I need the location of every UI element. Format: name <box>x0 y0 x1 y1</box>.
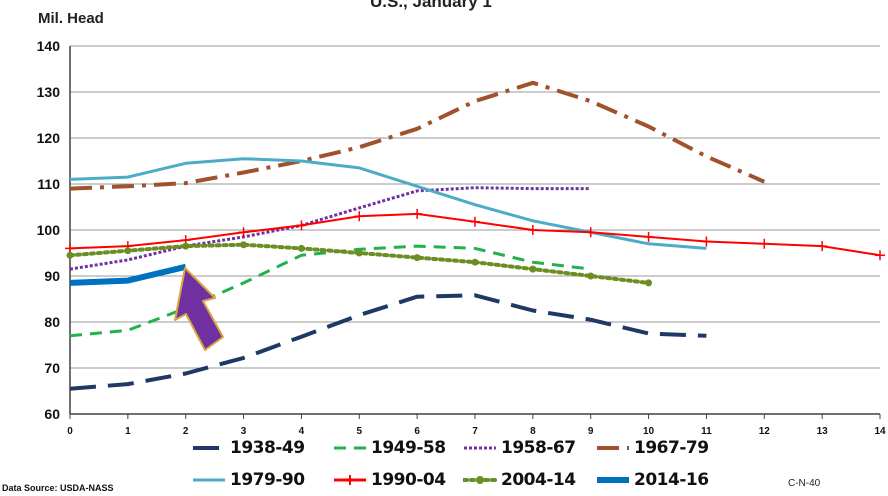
series-2014-16 <box>69 263 187 286</box>
point-1990-04 <box>875 250 885 261</box>
legend-label: 2014-16 <box>634 470 709 490</box>
point-2004-14 <box>297 244 305 252</box>
legend-swatch <box>463 476 497 484</box>
legend-swatch <box>193 446 225 450</box>
point-2004-14 <box>413 254 421 262</box>
point-2004-14 <box>587 272 595 280</box>
point-1990-04 <box>585 227 596 238</box>
chart-title: U.S., January 1 <box>370 0 492 11</box>
legend-item-1979-90: 1979-90 <box>192 469 305 491</box>
point-2004-14 <box>529 265 537 273</box>
y-tick-label: 110 <box>37 176 60 192</box>
y-tick-label: 120 <box>37 130 61 146</box>
line-1949-58 <box>69 244 591 338</box>
line-1958-67 <box>69 186 591 271</box>
y-axis-ticks: 60 70 80 90 100 110 120 130 140 <box>37 38 61 422</box>
point-1990-04 <box>759 238 770 249</box>
x-tick-label: 14 <box>874 426 886 437</box>
legend-label: 1967-79 <box>634 438 709 458</box>
legend-item-1967-79: 1967-79 <box>596 437 709 459</box>
point-1990-04 <box>354 211 365 222</box>
point-2004-14 <box>66 251 74 259</box>
legend-item-1990-04: 1990-04 <box>333 469 446 491</box>
x-tick-label: 4 <box>299 426 305 437</box>
x-tick-label: 0 <box>67 426 73 437</box>
arrow-annotation <box>174 267 224 351</box>
legend-swatch <box>193 478 225 482</box>
series-1967-79 <box>69 80 766 191</box>
line-1979-90 <box>69 157 707 250</box>
point-1990-04 <box>643 231 654 242</box>
series-1958-67 <box>69 186 591 271</box>
point-2004-14 <box>355 249 363 257</box>
legend-label: 2004-14 <box>501 470 576 490</box>
legend-swatch <box>464 446 496 450</box>
x-tick-label: 13 <box>817 426 829 437</box>
x-tick-label: 3 <box>241 426 247 437</box>
point-2004-14 <box>645 279 653 287</box>
point-1990-04 <box>238 227 249 238</box>
y-tick-label: 100 <box>37 222 61 238</box>
legend-item-1949-58: 1949-58 <box>333 437 446 459</box>
point-1990-04 <box>527 225 538 235</box>
point-2004-14 <box>471 258 479 266</box>
line-1967-79 <box>69 80 766 191</box>
y-tick-label: 140 <box>37 38 61 54</box>
chart-code: C-N-40 <box>788 478 821 489</box>
x-tick-label: 8 <box>530 426 536 437</box>
point-1990-04 <box>470 216 480 227</box>
y-tick-label: 130 <box>37 84 61 100</box>
x-tick-label: 7 <box>472 426 478 437</box>
y-tick-label: 60 <box>44 406 60 422</box>
point-1990-04 <box>65 243 75 254</box>
y-axis-label: Mil. Head <box>38 10 104 27</box>
x-tick-label: 12 <box>759 426 771 437</box>
point-1990-04 <box>701 236 712 247</box>
line-1938-49 <box>69 293 707 391</box>
legend-label: 1958-67 <box>501 438 576 458</box>
legend-item-1938-49: 1938-49 <box>192 437 305 459</box>
legend-label: 1979-90 <box>230 470 305 490</box>
legend-label: 1949-58 <box>371 438 446 458</box>
x-tick-label: 10 <box>643 426 655 437</box>
x-tick-label: 5 <box>357 426 363 437</box>
x-tick-label: 9 <box>588 426 594 437</box>
legend-swatch <box>334 446 366 450</box>
legend-item-2004-14: 2004-14 <box>463 469 576 491</box>
point-2004-14 <box>240 241 248 249</box>
x-tick-label: 1 <box>125 426 131 437</box>
x-axis-ticks: 0 1 2 3 4 5 6 7 8 9 10 11 12 13 14 <box>67 414 886 437</box>
legend-item-2014-16: 2014-16 <box>596 469 709 491</box>
x-tick-label: 2 <box>183 426 189 437</box>
point-1990-04 <box>296 220 307 231</box>
y-tick-label: 70 <box>44 360 60 376</box>
series-lines <box>65 80 885 391</box>
x-tick-label: 11 <box>701 426 712 437</box>
legend-item-1958-67: 1958-67 <box>463 437 576 459</box>
legend-label: 1990-04 <box>371 470 446 490</box>
y-tick-label: 90 <box>44 268 60 284</box>
legend-label: 1938-49 <box>230 438 305 458</box>
point-1990-04 <box>412 208 423 219</box>
series-1990-04 <box>65 208 885 261</box>
legend-swatch <box>597 477 629 483</box>
series-1938-49 <box>69 293 707 391</box>
line-2014-16 <box>69 263 187 286</box>
arrow-shape <box>174 267 224 351</box>
point-2004-14 <box>182 242 190 250</box>
legend-swatch <box>334 475 366 485</box>
y-tick-label: 80 <box>44 314 60 330</box>
x-tick-label: 6 <box>414 426 420 437</box>
point-1990-04 <box>817 241 828 252</box>
data-source: Data Source: USDA-NASS <box>2 483 114 493</box>
legend-swatch <box>597 446 629 450</box>
series-2004-14 <box>66 241 653 287</box>
series-1979-90 <box>69 157 707 250</box>
point-2004-14 <box>124 247 132 255</box>
